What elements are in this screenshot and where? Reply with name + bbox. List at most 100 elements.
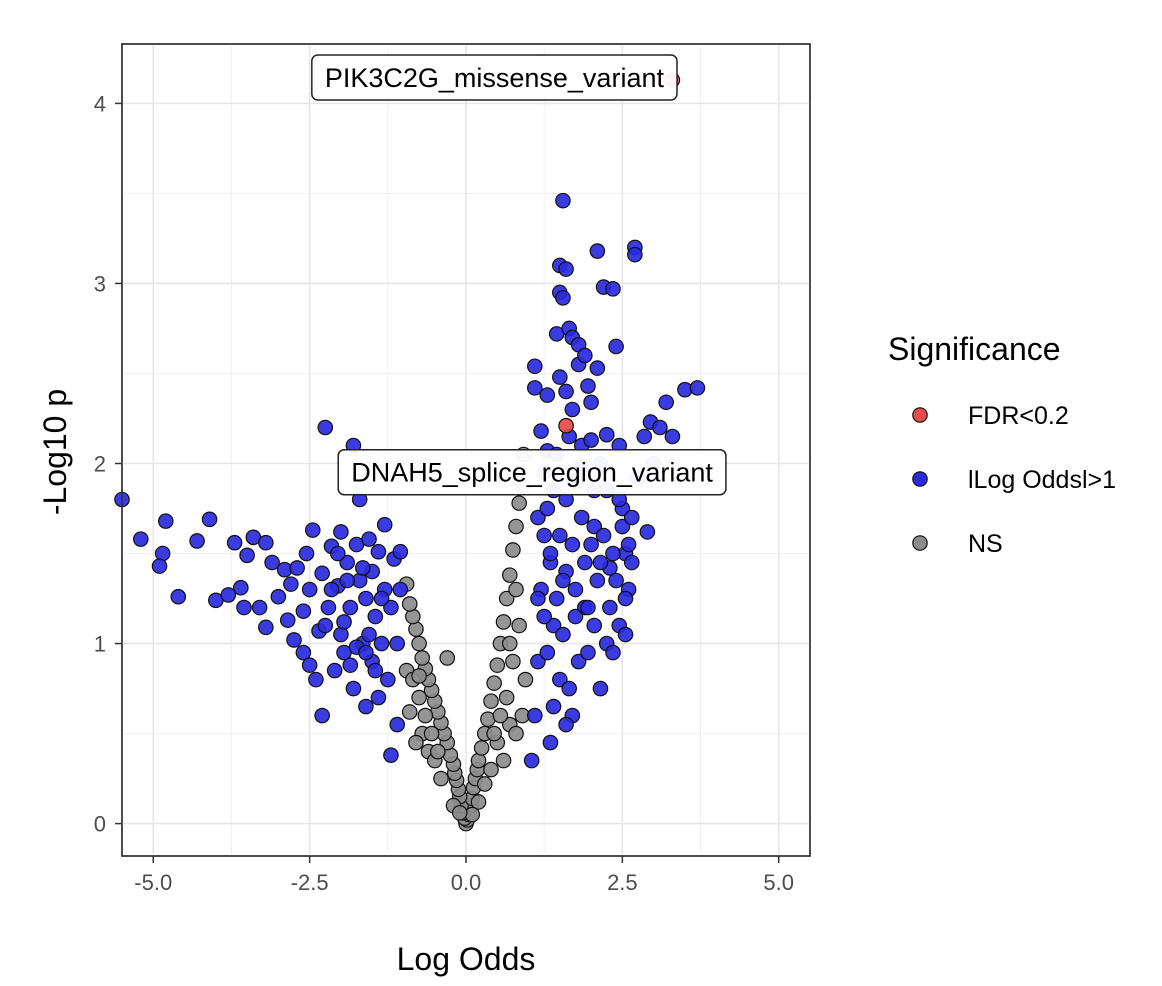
ns-point (511, 495, 527, 511)
x-tick-label: 5.0 (763, 870, 794, 895)
ns-point (417, 707, 434, 724)
ns-point (423, 725, 440, 742)
log-odds-point (523, 752, 540, 769)
y-tick-label: 2 (94, 452, 106, 477)
log-odds-point (589, 360, 606, 376)
log-odds-point (286, 632, 302, 648)
annotation-label: DNAH5_splice_region_variant (337, 448, 727, 496)
annotation-box (337, 448, 727, 496)
log-odds-point (555, 192, 571, 209)
ns-point (501, 567, 518, 583)
ns-point (505, 542, 521, 558)
ns-point (470, 794, 487, 810)
ns-point (508, 725, 524, 742)
log-odds-point (586, 617, 603, 634)
log-odds-point (658, 394, 674, 411)
log-odds-point (558, 383, 574, 400)
ns-point (411, 668, 427, 684)
ns-points (398, 446, 534, 832)
log-odds-point (652, 419, 668, 436)
log-odds-point (289, 560, 305, 576)
log-odds-point (530, 509, 546, 526)
log-odds-point (567, 581, 584, 598)
log-odds-point (373, 635, 390, 652)
log-odds-point (598, 426, 615, 443)
log-odds-point (392, 543, 409, 560)
log-odds-point (376, 516, 393, 533)
log-odds-point (558, 716, 574, 733)
ns-point (411, 689, 427, 706)
ns-point (498, 590, 515, 607)
log-odds-point (314, 707, 330, 724)
log-odds-point (373, 590, 390, 607)
log-odds-point (636, 428, 653, 445)
log-odds-point (258, 534, 274, 551)
log-odds-point (220, 587, 237, 603)
ns-point (408, 621, 424, 637)
log-odds-point (154, 545, 171, 562)
x-axis-ticks: -5.0 -2.5 0.0 2.5 5.0 (134, 856, 794, 895)
ns-point (508, 518, 524, 535)
ns-point (511, 617, 527, 634)
log-odds-point (358, 590, 374, 607)
legend-key (912, 535, 928, 551)
annotation-text: DNAH5_splice_region_variant (351, 458, 713, 488)
log-odds-point (283, 576, 299, 592)
log-odds-point (602, 599, 618, 616)
ns-point (505, 653, 521, 670)
ns-point (430, 743, 446, 760)
log-odds-point (623, 554, 640, 571)
y-axis-title: -Log10 p (37, 389, 73, 515)
log-odds-point (367, 662, 384, 679)
log-odds-point (542, 545, 559, 562)
log-odds-point (317, 419, 334, 436)
log-odds-point (304, 522, 321, 538)
log-odds-point (545, 698, 562, 715)
ns-point (411, 635, 427, 652)
log-odds-point (392, 581, 409, 598)
ns-point (470, 752, 487, 769)
log-odds-point (380, 671, 396, 688)
log-odds-point (342, 657, 359, 673)
log-odds-point (370, 689, 387, 706)
log-odds-point (533, 423, 549, 439)
log-odds-point (279, 612, 296, 628)
log-odds-point (358, 698, 374, 715)
fdr-point (558, 417, 574, 434)
log-odds-point (383, 599, 399, 616)
x-axis-title: Log Odds (397, 941, 536, 977)
y-tick-label: 3 (94, 271, 106, 296)
log-odds-point (354, 560, 371, 576)
ns-point (495, 752, 512, 769)
log-odds-point (298, 545, 315, 562)
log-odds-point (580, 378, 596, 394)
log-odds-point (370, 543, 387, 560)
log-odds-point (620, 536, 637, 553)
y-tick-label: 1 (94, 632, 106, 657)
log-odds-point (567, 608, 584, 625)
ns-point (495, 614, 512, 630)
log-odds-point (339, 572, 355, 589)
annotation-label: PIK3C2G_missense_variant (311, 54, 678, 101)
x-tick-label: 2.5 (607, 870, 638, 895)
log-odds-point (608, 572, 624, 589)
log-odds-point (617, 626, 634, 643)
legend-title: Significance (888, 331, 1061, 367)
log-odds-point (336, 614, 352, 630)
log-odds-point (342, 599, 359, 616)
log-odds-point (577, 554, 593, 571)
log-odds-point (592, 680, 609, 697)
log-odds-point (236, 599, 252, 616)
ns-point (433, 770, 449, 787)
ns-point (473, 740, 490, 756)
log-odds-point (605, 281, 621, 297)
log-odds-point (295, 603, 312, 619)
legend-label: FDR<0.2 (968, 402, 1069, 430)
log-odds-point (367, 608, 384, 625)
log-odds-point (570, 653, 587, 670)
ns-point (489, 657, 506, 673)
log-odds-point (555, 572, 571, 589)
x-tick-label: 0.0 (451, 870, 482, 895)
ns-point (408, 734, 424, 751)
